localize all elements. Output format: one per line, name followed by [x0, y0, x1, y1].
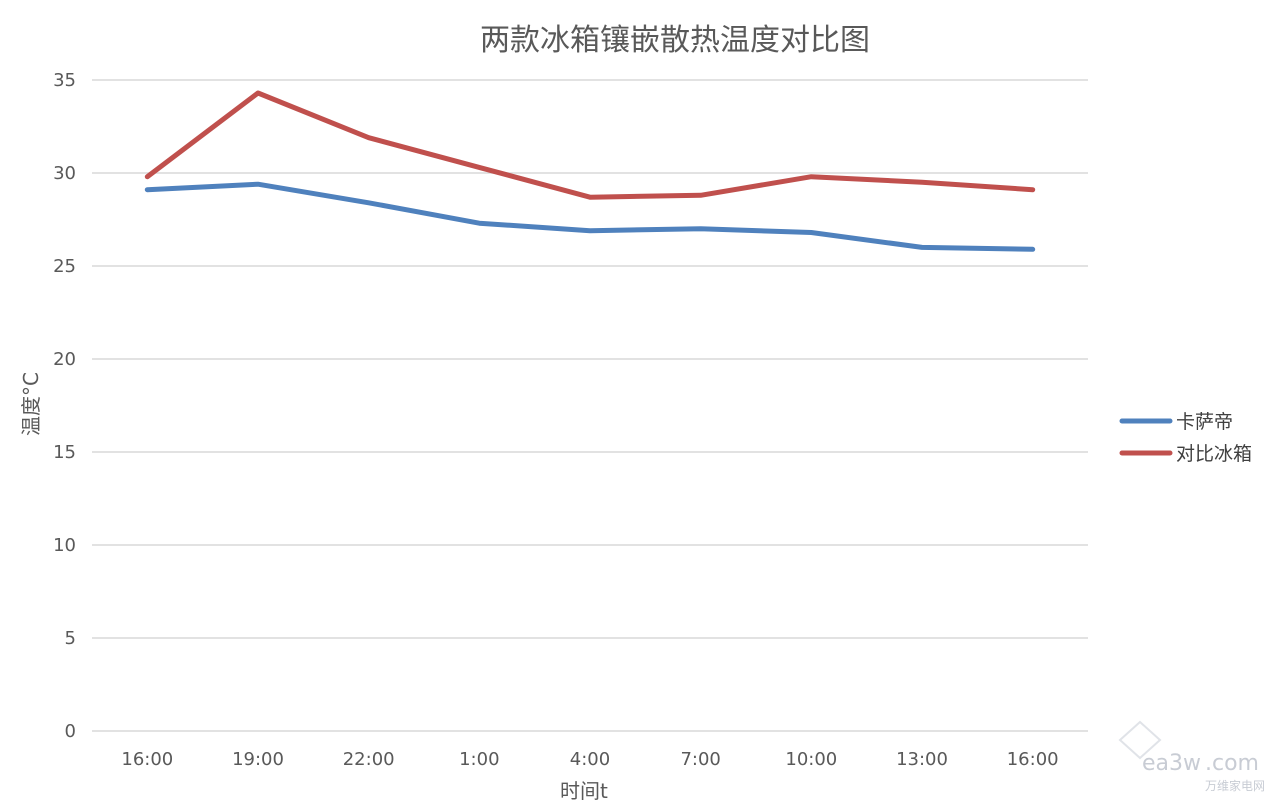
x-tick-label: 16:00 [121, 749, 173, 770]
y-tick-label: 20 [53, 349, 76, 370]
y-tick-labels: 0 5 10 15 20 25 30 35 [53, 70, 76, 742]
x-tick-label: 16:00 [1007, 749, 1059, 770]
y-tick-label: 35 [53, 70, 76, 91]
x-tick-label: 13:00 [896, 749, 948, 770]
y-tick-label: 30 [53, 163, 76, 184]
legend-label: 卡萨帝 [1176, 411, 1233, 433]
watermark-brand: ea3w [1142, 751, 1201, 776]
x-tick-label: 10:00 [785, 749, 837, 770]
y-tick-label: 25 [53, 256, 76, 277]
x-tick-label: 19:00 [232, 749, 284, 770]
y-tick-label: 15 [53, 442, 76, 463]
series-line [144, 90, 1036, 200]
x-tick-label: 7:00 [680, 749, 720, 770]
series-line [144, 181, 1036, 252]
gridlines [92, 79, 1088, 732]
watermark-diamond-icon [1118, 720, 1162, 760]
chart-title: 两款冰箱镶嵌散热温度对比图 [480, 23, 870, 58]
y-axis-label: 温度°C [19, 372, 43, 436]
y-tick-label: 10 [53, 535, 76, 556]
y-tick-label: 5 [65, 628, 76, 649]
x-tick-labels: 16:00 19:00 22:00 1:00 4:00 7:00 10:00 13:00 16:… [121, 749, 1058, 770]
watermark-sub: 万维家电网 [1205, 778, 1265, 793]
x-axis-label: 时间t [560, 779, 608, 802]
watermark-logo: ea3w .com 万维家电网 [1118, 720, 1265, 793]
series-lines [144, 90, 1036, 252]
x-tick-label: 1:00 [459, 749, 499, 770]
x-tick-label: 4:00 [570, 749, 610, 770]
legend-label: 对比冰箱 [1176, 443, 1252, 465]
watermark-domain: .com [1205, 751, 1259, 776]
y-tick-label: 0 [65, 721, 76, 742]
x-tick-label: 22:00 [343, 749, 395, 770]
